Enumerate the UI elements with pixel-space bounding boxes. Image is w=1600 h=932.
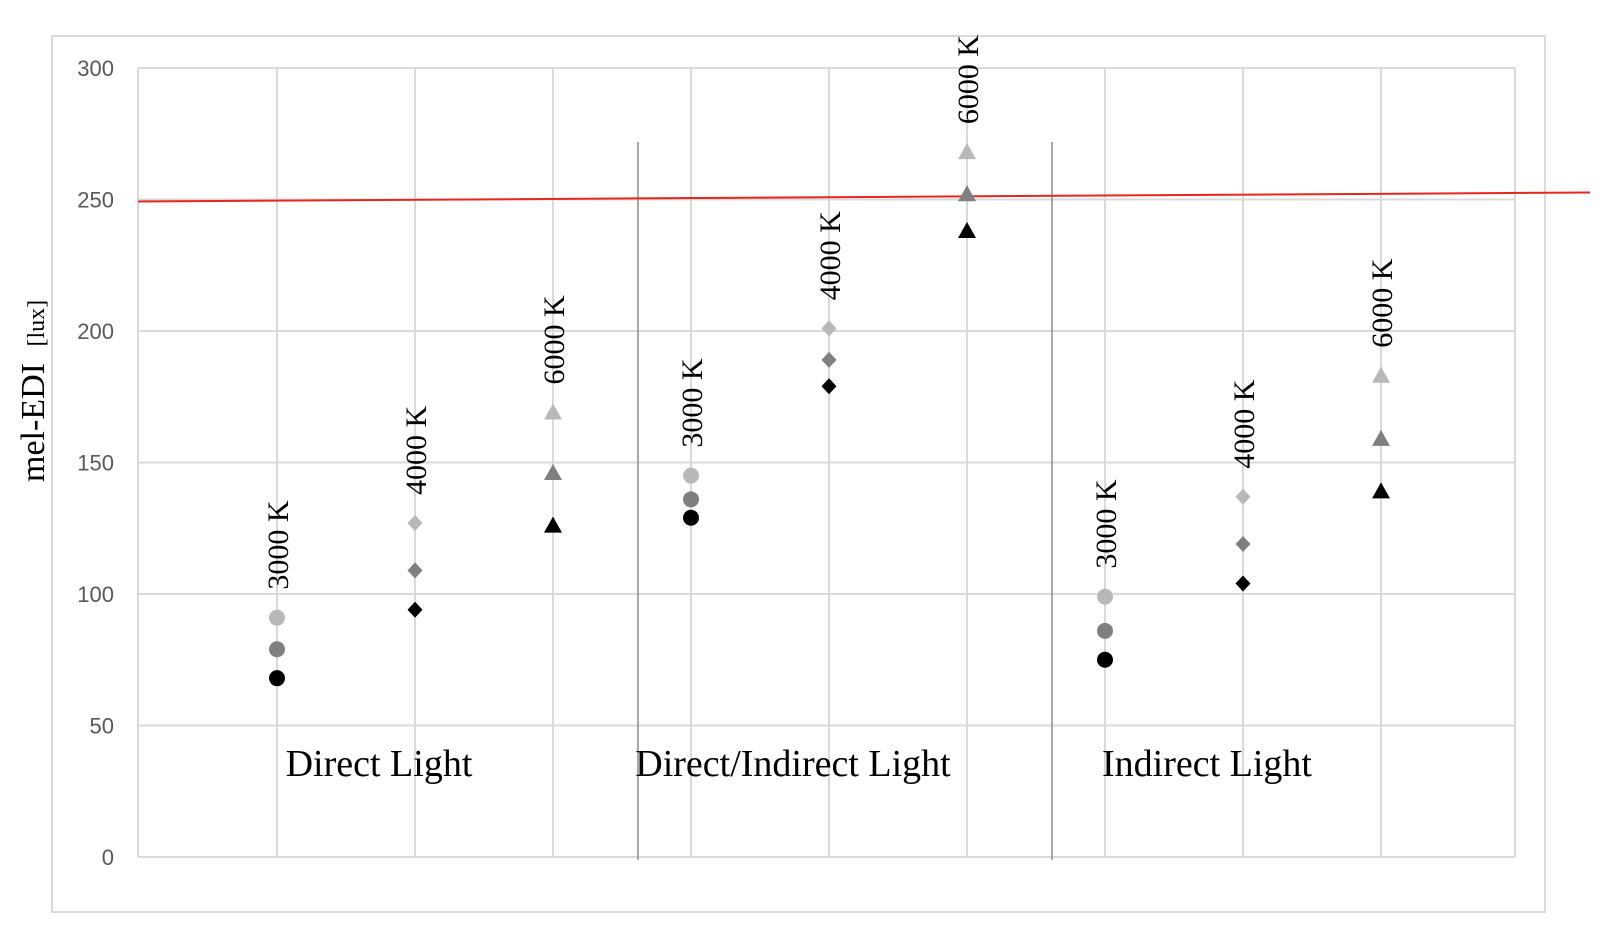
y-tick-label: 0	[102, 845, 114, 870]
y-tick-label: 300	[77, 56, 114, 81]
data-point-triangle	[544, 464, 562, 481]
data-point-diamond	[1235, 575, 1251, 592]
data-point-diamond	[407, 601, 423, 618]
group-label: Direct/Indirect Light	[635, 743, 951, 785]
y-axis-label-unit: [lux]	[24, 300, 50, 347]
data-point-triangle	[1372, 429, 1390, 446]
data-point-diamond	[821, 320, 837, 337]
cct-label: 6000 K	[1366, 258, 1399, 348]
data-point-circle	[1097, 588, 1113, 605]
cct-labels: 3000 K 4000 K 6000 K 3000 K 4000 K 6000 K 3000…	[262, 35, 1399, 590]
y-tick-label: 200	[77, 319, 114, 344]
group-separators	[637, 142, 1053, 860]
data-point-diamond	[407, 514, 423, 531]
y-tick-label: 50	[90, 714, 114, 739]
threshold-250-line	[137, 191, 1591, 203]
cct-label: 3000 K	[1090, 479, 1123, 569]
cct-label: 3000 K	[262, 500, 295, 590]
data-point-circle	[683, 467, 699, 484]
data-point-triangle	[958, 143, 976, 160]
y-tick-label: 250	[77, 188, 114, 213]
group-label: Direct Light	[286, 743, 473, 785]
data-point-diamond	[1235, 488, 1251, 505]
cct-label: 4000 K	[814, 211, 847, 301]
data-point-triangle	[1372, 366, 1390, 383]
data-point-circle	[683, 509, 699, 526]
data-point-triangle	[1372, 482, 1390, 499]
y-axis-ticks: 0 50 100 150 200 250 300	[77, 56, 114, 870]
data-point-circle	[269, 670, 285, 687]
data-point-circle	[269, 609, 285, 626]
cct-label: 4000 K	[400, 405, 433, 495]
y-axis-label: mel-EDI [lux]	[15, 300, 52, 482]
data-point-triangle	[544, 403, 562, 420]
data-point-diamond	[821, 351, 837, 368]
data-point-diamond	[407, 562, 423, 579]
cct-label: 6000 K	[538, 295, 571, 385]
cct-label: 4000 K	[1228, 379, 1261, 469]
data-point-triangle	[544, 516, 562, 533]
data-points	[269, 143, 1390, 687]
data-point-triangle	[958, 185, 976, 202]
data-point-circle	[269, 641, 285, 658]
data-point-circle	[1097, 651, 1113, 668]
data-point-diamond	[821, 378, 837, 395]
group-labels: Direct Light Direct/Indirect Light Indirec…	[286, 743, 1313, 785]
cct-label: 6000 K	[952, 35, 985, 125]
data-point-diamond	[1235, 536, 1251, 553]
y-tick-label: 150	[77, 451, 114, 476]
threshold-line	[137, 191, 1591, 203]
y-tick-label: 100	[77, 582, 114, 607]
cct-label: 3000 K	[676, 358, 709, 448]
data-point-circle	[683, 491, 699, 508]
data-point-circle	[1097, 622, 1113, 639]
y-axis-label-text: mel-EDI	[15, 363, 52, 482]
chart-border	[51, 35, 1546, 913]
data-point-triangle	[958, 222, 976, 239]
group-label: Indirect Light	[1102, 743, 1312, 785]
